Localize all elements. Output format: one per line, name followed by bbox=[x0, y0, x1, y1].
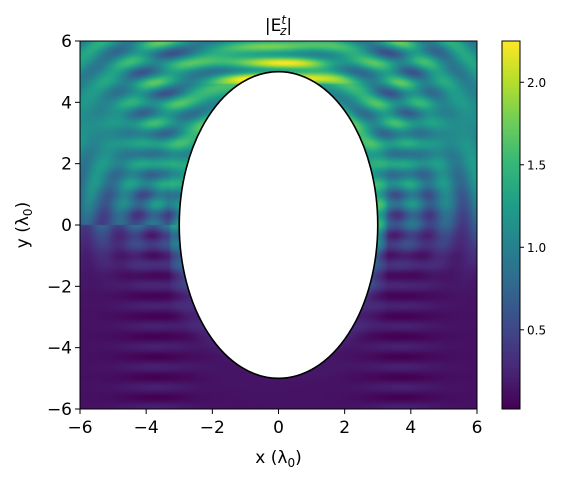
x-tick-label: −4 bbox=[134, 418, 159, 438]
obstacle-ellipse bbox=[178, 70, 379, 380]
x-tick-label: −6 bbox=[67, 418, 92, 438]
x-tick-label: 4 bbox=[405, 418, 416, 438]
y-tick-label: 4 bbox=[61, 93, 72, 113]
y-tick-label: 0 bbox=[61, 216, 72, 236]
x-tick-label: −2 bbox=[200, 418, 225, 438]
colorbar-tick-label: 0.5 bbox=[527, 323, 546, 337]
colorbar-gradient bbox=[502, 41, 520, 409]
obstacle-layer bbox=[178, 70, 379, 380]
y-tick-label: −6 bbox=[47, 400, 72, 420]
x-tick-label: 0 bbox=[273, 418, 284, 438]
colorbar-tick-label: 1.0 bbox=[527, 241, 546, 255]
y-tick-label: −2 bbox=[47, 277, 72, 297]
x-axis: −6 −4 −2 0 2 4 6 bbox=[67, 409, 482, 438]
y-tick-label: −4 bbox=[47, 339, 72, 359]
y-axis-label: y (λ0) bbox=[13, 202, 35, 248]
colorbar-tick-label: 1.5 bbox=[527, 158, 546, 172]
x-tick-label: 2 bbox=[339, 418, 350, 438]
x-axis-label: x (λ0) bbox=[255, 448, 301, 470]
colorbar-tick-label: 2.0 bbox=[527, 76, 546, 90]
y-axis: −6 −4 −2 0 2 4 6 bbox=[47, 32, 80, 420]
y-tick-label: 6 bbox=[61, 32, 72, 52]
colorbar-frame bbox=[501, 40, 521, 410]
chart-title: |Et z| bbox=[265, 13, 292, 38]
y-tick-label: 2 bbox=[61, 155, 72, 175]
x-tick-label: 6 bbox=[472, 418, 483, 438]
colorbar-axis: 0.5 1.0 1.5 2.0 bbox=[520, 76, 546, 337]
